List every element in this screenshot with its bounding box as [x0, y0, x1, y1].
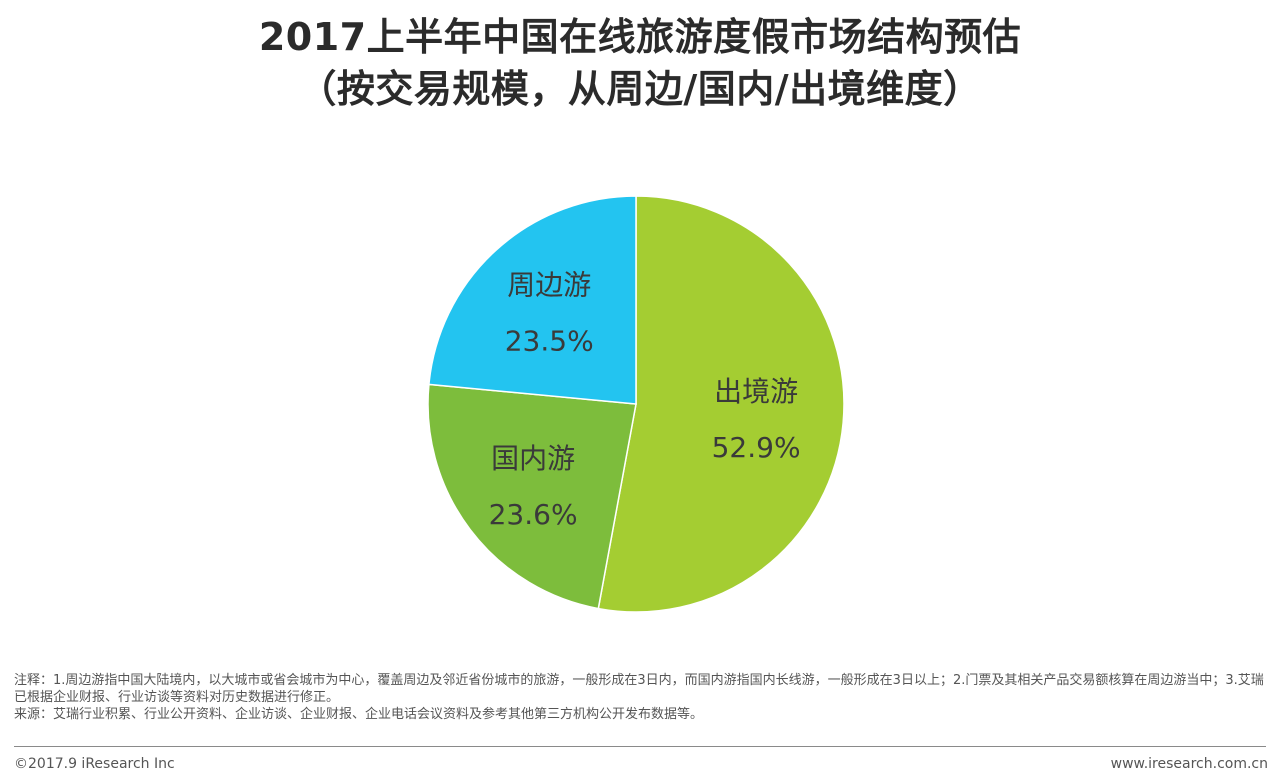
copyright-text: ©2017.9 iResearch Inc — [14, 756, 175, 772]
chart-title-line1: 2017上半年中国在线旅游度假市场结构预估 — [258, 15, 1022, 59]
slice-name-label: 周边游 — [507, 269, 591, 302]
note-text: 注释：1.周边游指中国大陆境内，以大城市或省会城市为中心，覆盖周边及邻近省份城市… — [14, 673, 1264, 705]
slice-name-label: 出境游 — [714, 375, 798, 408]
slice-value-label: 23.5% — [505, 325, 594, 358]
pie-slice-3 — [428, 195, 637, 405]
website-link[interactable]: www.iresearch.com.cn — [1110, 756, 1268, 772]
pie-slice-1 — [597, 195, 845, 613]
slice-value-label: 23.6% — [489, 498, 578, 531]
slice-name-label: 国内游 — [491, 442, 575, 475]
slice-value-label: 52.9% — [712, 431, 801, 464]
chart-notes: 注释：1.周边游指中国大陆境内，以大城市或省会城市为中心，覆盖周边及邻近省份城市… — [14, 672, 1270, 723]
footer-divider — [14, 746, 1266, 747]
chart-title-line2: （按交易规模，从周边/国内/出境维度） — [298, 67, 982, 111]
pie-slice-2 — [427, 383, 637, 610]
source-text: 来源：艾瑞行业积累、行业公开资料、企业访谈、企业财报、企业电话会议资料及参考其他… — [14, 707, 704, 722]
